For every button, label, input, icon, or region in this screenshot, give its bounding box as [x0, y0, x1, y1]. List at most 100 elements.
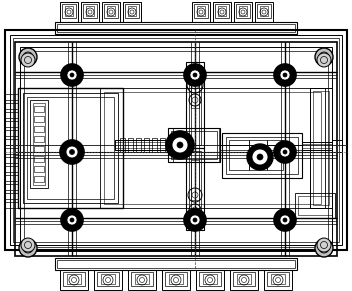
Circle shape [247, 144, 273, 170]
Circle shape [109, 10, 113, 14]
Bar [332, 140, 342, 152]
Bar [55, 22, 297, 34]
Bar [196, 270, 224, 290]
Bar [295, 193, 335, 218]
Circle shape [317, 53, 331, 67]
Bar [197, 6, 205, 16]
Bar [237, 274, 251, 284]
Bar [152, 138, 157, 152]
Circle shape [70, 218, 74, 222]
Bar [162, 270, 190, 290]
Circle shape [71, 278, 76, 283]
Bar [203, 274, 217, 284]
Bar [189, 65, 201, 145]
Bar [62, 4, 76, 18]
Bar [5, 94, 18, 100]
Bar [5, 193, 18, 199]
Bar [34, 136, 44, 142]
Bar [20, 47, 332, 251]
Circle shape [70, 73, 74, 77]
Bar [104, 92, 321, 204]
Bar [310, 88, 332, 208]
Bar [257, 4, 271, 18]
Circle shape [207, 278, 213, 283]
Circle shape [61, 64, 83, 86]
Circle shape [139, 278, 145, 283]
Bar [229, 140, 249, 170]
Circle shape [66, 146, 78, 158]
Circle shape [315, 48, 333, 66]
Circle shape [283, 150, 287, 154]
Bar [60, 2, 78, 22]
Bar [24, 51, 328, 247]
Circle shape [262, 10, 266, 14]
Circle shape [184, 64, 206, 86]
Circle shape [177, 142, 183, 148]
Circle shape [322, 55, 326, 59]
Bar [23, 93, 118, 203]
Bar [5, 175, 18, 181]
Circle shape [61, 209, 83, 231]
Bar [60, 270, 88, 290]
Bar [313, 91, 329, 205]
Bar [33, 103, 45, 185]
Bar [199, 272, 221, 286]
Bar [5, 121, 18, 127]
Circle shape [257, 154, 263, 160]
Bar [218, 6, 226, 16]
Circle shape [67, 215, 77, 225]
Bar [5, 148, 18, 154]
Circle shape [283, 218, 287, 222]
Bar [15, 42, 337, 256]
Bar [234, 2, 252, 22]
Circle shape [190, 215, 200, 225]
Bar [264, 270, 292, 290]
Bar [57, 260, 295, 268]
Bar [5, 202, 18, 208]
Bar [260, 6, 268, 16]
Bar [128, 270, 156, 290]
Bar [191, 160, 199, 200]
Bar [135, 274, 149, 284]
Bar [81, 2, 99, 22]
Bar [34, 126, 44, 132]
Bar [65, 6, 73, 16]
Circle shape [280, 70, 290, 80]
Circle shape [280, 147, 290, 157]
Bar [271, 274, 285, 284]
Circle shape [199, 10, 203, 14]
Bar [160, 138, 165, 152]
Bar [192, 2, 210, 22]
Bar [97, 272, 119, 286]
Bar [168, 128, 220, 162]
Bar [186, 148, 204, 230]
Circle shape [67, 10, 71, 14]
Bar [34, 156, 44, 162]
Bar [94, 270, 122, 290]
Circle shape [190, 70, 200, 80]
Circle shape [283, 73, 287, 77]
Bar [34, 166, 44, 172]
Circle shape [276, 278, 281, 283]
Circle shape [193, 73, 197, 77]
Circle shape [21, 238, 35, 252]
Bar [191, 68, 199, 108]
Circle shape [130, 10, 134, 14]
Circle shape [241, 10, 245, 14]
Bar [86, 6, 94, 16]
Bar [136, 138, 141, 152]
Bar [5, 157, 18, 163]
Circle shape [60, 140, 84, 164]
Bar [298, 196, 332, 215]
Bar [120, 138, 125, 152]
Bar [267, 272, 289, 286]
Bar [230, 270, 258, 290]
Bar [102, 2, 120, 22]
Bar [233, 272, 255, 286]
Circle shape [106, 278, 111, 283]
Bar [13, 38, 339, 242]
Bar [115, 140, 173, 150]
Bar [171, 131, 217, 159]
Bar [128, 138, 133, 152]
Circle shape [280, 215, 290, 225]
